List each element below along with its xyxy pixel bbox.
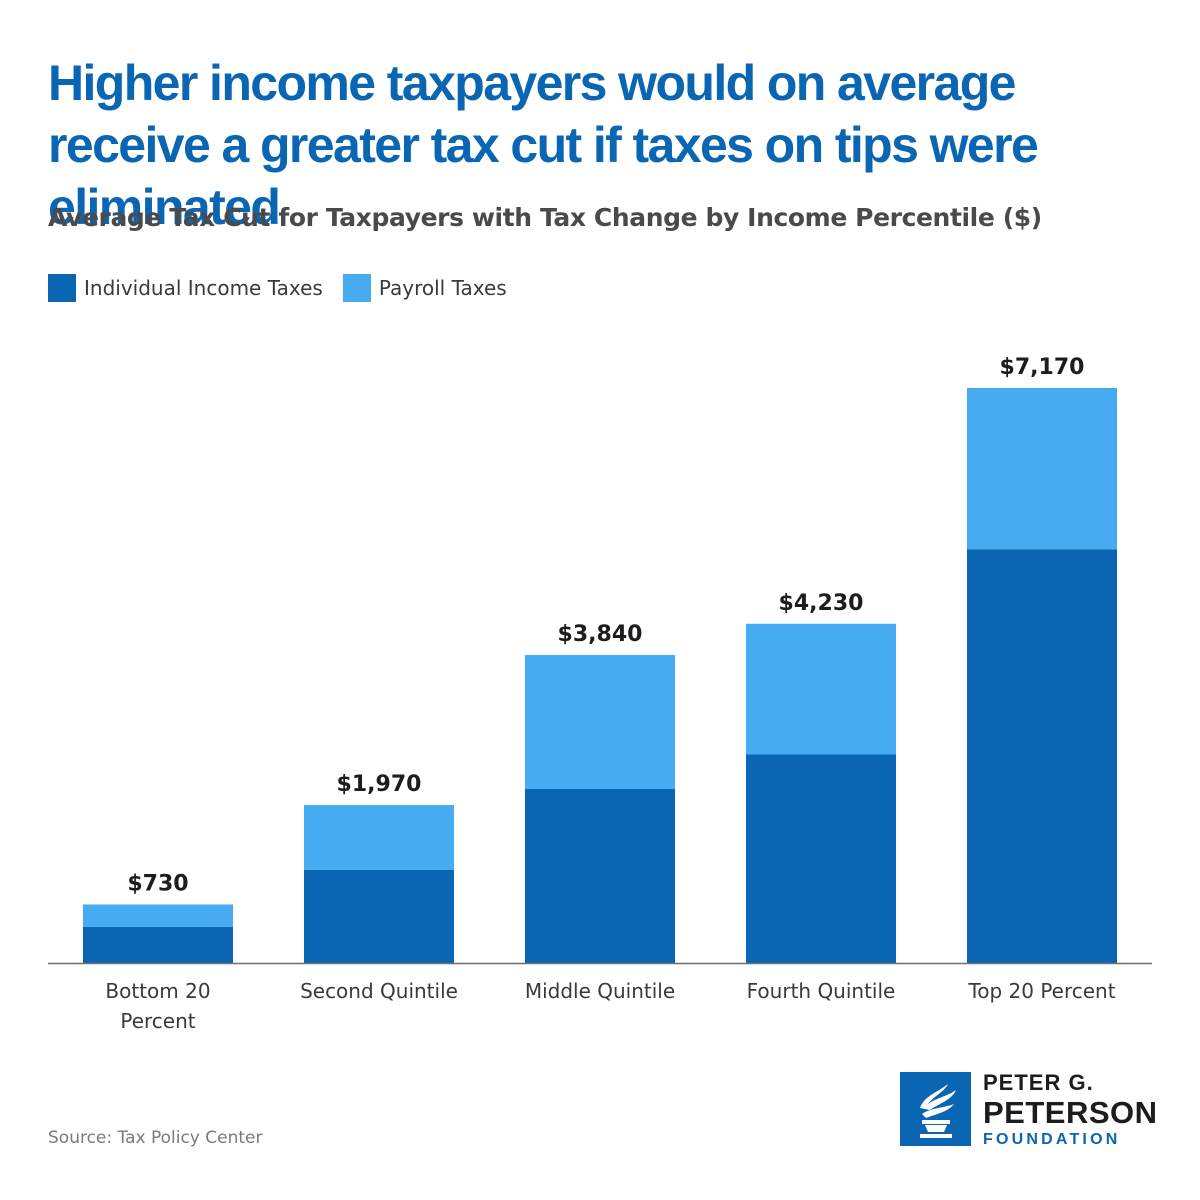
- legend-item-payroll-taxes: Payroll Taxes: [342, 274, 507, 302]
- data-label-total-3: $4,230: [779, 591, 864, 616]
- bar-income-taxes-3: [746, 754, 896, 963]
- bar-income-taxes-1: [304, 869, 454, 963]
- x-tick-label-4: Top 20 Percent: [967, 979, 1115, 1003]
- legend-swatch-income-taxes: [48, 274, 76, 302]
- source-note: Source: Tax Policy Center: [48, 1128, 263, 1148]
- bar-income-taxes-0: [83, 926, 233, 963]
- data-label-total-2: $3,840: [558, 622, 643, 647]
- x-tick-label-3: Fourth Quintile: [747, 979, 896, 1003]
- legend-swatch-payroll-taxes: [342, 274, 371, 302]
- bar-payroll-taxes-0: [83, 904, 233, 927]
- bar-income-taxes-2: [525, 788, 675, 963]
- chart-title: Higher income taxpayers would on average…: [48, 55, 1039, 235]
- data-label-total-4: $7,170: [1000, 355, 1085, 380]
- logo-wordmark: PETER G. PETERSON FOUNDATION: [983, 1072, 1158, 1148]
- stacked-bar-chart: $730 Bottom 20 Percent $1,970 Second Quintil…: [48, 355, 1152, 1033]
- x-tick-label-0-line-0: Bottom 20: [105, 979, 210, 1003]
- bar-payroll-taxes-2: [525, 655, 675, 789]
- peterson-foundation-logo: PETER G. PETERSON FOUNDATION: [900, 1072, 1158, 1148]
- legend-label-income-taxes: Individual Income Taxes: [84, 276, 323, 300]
- x-tick-label-2: Middle Quintile: [525, 979, 675, 1003]
- bar-payroll-taxes-3: [746, 623, 896, 755]
- data-label-total-0: $730: [127, 871, 188, 896]
- logo-line-1: PETER G.: [983, 1070, 1094, 1095]
- x-tick-label-0-line-1: Percent: [120, 1009, 195, 1033]
- logo-line-3: FOUNDATION: [983, 1131, 1121, 1148]
- bar-income-taxes-4: [967, 549, 1117, 963]
- legend: Individual Income Taxes Payroll Taxes: [48, 274, 527, 302]
- logo-line-2: PETERSON: [983, 1095, 1158, 1130]
- bar-payroll-taxes-1: [304, 805, 454, 870]
- chart-subtitle: Average Tax Cut for Taxpayers with Tax C…: [48, 203, 1042, 232]
- data-label-total-1: $1,970: [337, 772, 422, 797]
- legend-item-income-taxes: Individual Income Taxes: [48, 274, 323, 302]
- legend-label-payroll-taxes: Payroll Taxes: [378, 276, 507, 300]
- x-tick-label-1: Second Quintile: [300, 979, 458, 1003]
- torch-logo-icon: [900, 1072, 971, 1146]
- bar-payroll-taxes-4: [967, 388, 1117, 550]
